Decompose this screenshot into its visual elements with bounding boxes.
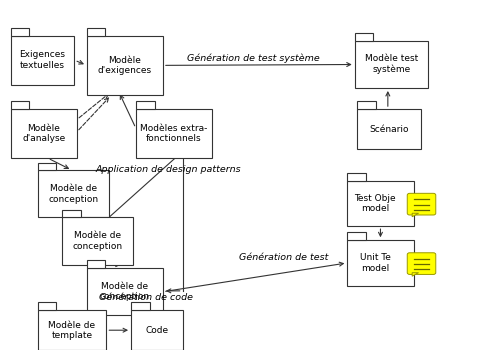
Bar	[136, 109, 212, 158]
Text: Modèle de
conception: Modèle de conception	[100, 282, 150, 302]
Text: Unit Te
model: Unit Te model	[360, 253, 390, 273]
Text: Test Obje
model: Test Obje model	[354, 194, 396, 213]
Bar	[87, 268, 163, 315]
Text: Application de design patterns: Application de design patterns	[95, 165, 241, 174]
Text: Scénario: Scénario	[369, 125, 409, 134]
Bar	[347, 240, 414, 286]
Text: Exigences
textuelles: Exigences textuelles	[20, 51, 66, 70]
Bar	[87, 28, 106, 36]
Text: Modèles extra-
fonctionnels: Modèles extra- fonctionnels	[141, 124, 208, 143]
Bar	[347, 232, 366, 240]
Bar	[10, 28, 29, 36]
Bar	[357, 109, 421, 149]
Bar	[10, 36, 74, 85]
Text: Modèle
d'analyse: Modèle d'analyse	[22, 124, 66, 143]
Bar	[357, 101, 376, 109]
Bar	[37, 303, 56, 310]
Bar	[354, 41, 428, 88]
Polygon shape	[412, 273, 419, 276]
Text: Code: Code	[145, 326, 168, 335]
Bar	[37, 310, 106, 350]
Bar	[62, 210, 81, 218]
Text: Génération de test système: Génération de test système	[187, 53, 320, 63]
Bar	[87, 36, 163, 95]
Bar	[87, 260, 106, 268]
Text: Modèle de
conception: Modèle de conception	[73, 231, 123, 251]
Bar	[37, 163, 56, 170]
Bar	[354, 33, 373, 41]
Bar	[136, 101, 155, 109]
Text: Génération de test: Génération de test	[239, 253, 328, 262]
Bar	[10, 109, 77, 158]
Bar	[37, 170, 109, 218]
Text: Modèle de
conception: Modèle de conception	[48, 184, 98, 204]
FancyBboxPatch shape	[407, 193, 436, 215]
Text: Modèle de
template: Modèle de template	[48, 320, 96, 340]
Text: Modèle
d'exigences: Modèle d'exigences	[98, 56, 152, 75]
Text: Génération de code: Génération de code	[99, 293, 193, 302]
Bar	[62, 218, 134, 265]
FancyBboxPatch shape	[407, 253, 436, 274]
Bar	[131, 310, 182, 350]
Bar	[131, 303, 150, 310]
Bar	[347, 181, 414, 226]
Text: Modèle test
système: Modèle test système	[365, 54, 418, 74]
Polygon shape	[412, 213, 419, 217]
Bar	[10, 101, 29, 109]
Bar	[347, 173, 366, 181]
